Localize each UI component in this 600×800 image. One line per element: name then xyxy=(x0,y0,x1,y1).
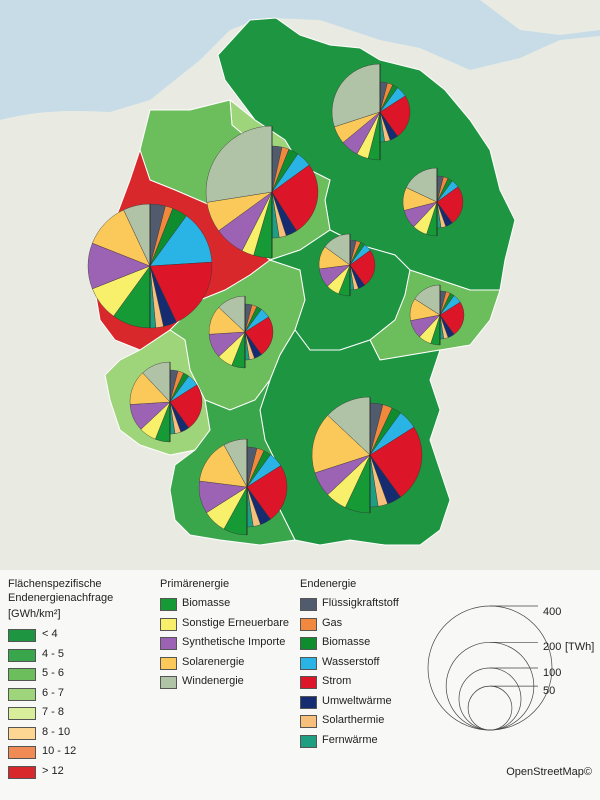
final-swatch-5 xyxy=(300,695,317,709)
pie-north-west-primary-slice-4 xyxy=(205,125,273,203)
density-label-6: 10 - 12 xyxy=(42,745,77,757)
final-swatch-4 xyxy=(300,676,317,689)
final-label-1: Gas xyxy=(322,616,343,629)
final-label-3: Wasserstoff xyxy=(322,655,380,668)
density-swatch-6 xyxy=(8,746,36,759)
density-legend-unit: [GWh/km²] xyxy=(8,608,61,620)
primary-label-4: Windenergie xyxy=(182,675,244,687)
size-label-50: 50 xyxy=(543,685,556,697)
size-label-200: 200 xyxy=(543,641,562,653)
density-swatch-5 xyxy=(8,726,36,740)
pie-west-final-slice-4 xyxy=(149,261,213,323)
final-label-7: Fernwärme xyxy=(322,733,378,746)
size-legend xyxy=(427,605,553,731)
size-circle-100 xyxy=(458,667,522,731)
final-label-4: Strom xyxy=(322,675,352,687)
primary-swatch-0 xyxy=(160,598,177,611)
final-label-6: Solarthermie xyxy=(322,714,385,726)
density-swatch-2 xyxy=(8,668,36,681)
primary-swatch-2 xyxy=(160,637,177,650)
primary-label-0: Biomasse xyxy=(182,597,231,609)
density-swatch-0 xyxy=(8,629,36,642)
primary-legend-title: Primärenergie xyxy=(160,578,230,590)
final-swatch-1 xyxy=(300,617,317,631)
size-label-400: 400 xyxy=(543,606,562,618)
density-legend-title-line1: Flächenspezifische xyxy=(8,578,102,590)
pie-south-east-final-slice-4 xyxy=(369,426,423,498)
attribution: OpenStreetMap© xyxy=(506,766,592,778)
legend-panel: Flächenspezifische Endenergienachfrage [… xyxy=(0,570,600,800)
density-swatch-1 xyxy=(8,648,36,662)
primary-swatch-1 xyxy=(160,617,177,631)
final-swatch-6 xyxy=(300,715,317,728)
density-label-7: > 12 xyxy=(42,764,64,777)
density-label-0: < 4 xyxy=(42,628,58,640)
primary-swatch-4 xyxy=(160,676,177,689)
final-swatch-7 xyxy=(300,734,317,748)
density-legend-title-line2: Endenergienachfrage xyxy=(8,592,114,604)
pie-west-final-slice-3 xyxy=(149,215,213,267)
density-label-5: 8 - 10 xyxy=(42,725,71,738)
density-swatch-3 xyxy=(8,687,36,701)
primary-label-3: Solarenergie xyxy=(182,655,245,668)
primary-swatch-3 xyxy=(160,656,177,670)
final-label-0: Flüssigkraftstoff xyxy=(322,597,399,609)
size-circle-50 xyxy=(467,685,513,731)
density-label-2: 5 - 6 xyxy=(42,667,65,679)
pie-south-final-slice-4 xyxy=(246,465,288,520)
density-swatch-4 xyxy=(8,707,36,720)
pie-north-west-final-slice-4 xyxy=(271,164,319,232)
final-swatch-0 xyxy=(300,598,317,611)
pie-central-final-slice-4 xyxy=(349,250,376,286)
pie-charts xyxy=(87,63,465,536)
final-label-5: Umweltwärme xyxy=(322,694,392,707)
land-scandinavia xyxy=(480,0,600,35)
size-label-100: 100 xyxy=(543,667,562,679)
final-legend-title: Endenergie xyxy=(300,578,357,590)
density-label-1: 4 - 5 xyxy=(42,647,65,660)
primary-label-2: Synthetische Importe xyxy=(182,636,286,648)
density-swatch-7 xyxy=(8,765,36,779)
pie-south-west-small-final-slice-4 xyxy=(169,384,203,429)
size-unit: [TWh] xyxy=(565,641,595,653)
primary-label-1: Sonstige Erneuerbare xyxy=(182,616,290,629)
pie-south-east-primary-slice-3 xyxy=(311,415,371,474)
final-swatch-3 xyxy=(300,656,317,670)
density-label-3: 6 - 7 xyxy=(42,686,65,699)
final-label-2: Biomasse xyxy=(322,636,371,648)
pie-north-east-final-slice-4 xyxy=(379,95,411,137)
pie-north-east-primary-slice-4 xyxy=(331,63,381,128)
density-label-4: 7 - 8 xyxy=(42,706,65,718)
pie-east-final-slice-4 xyxy=(436,186,464,224)
pie-saxony-final-slice-4 xyxy=(439,301,465,335)
pie-central-west-final-slice-4 xyxy=(244,316,274,355)
final-swatch-2 xyxy=(300,637,317,650)
